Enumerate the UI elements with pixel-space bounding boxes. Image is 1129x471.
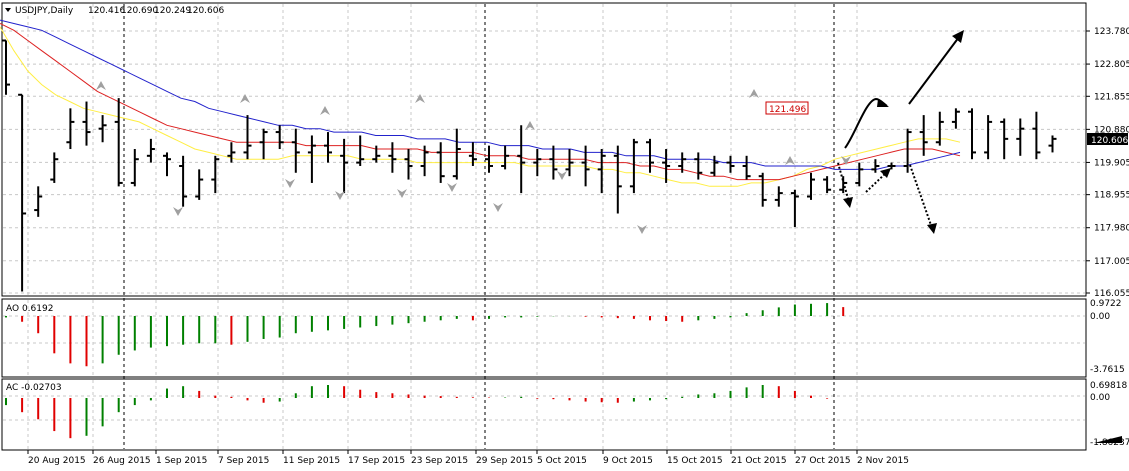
last-price-box: 120.606 (1087, 133, 1128, 146)
ao-tick-label: -3.7615 (1090, 365, 1125, 375)
x-tick-label: 20 Aug 2015 (28, 456, 86, 466)
dropdown-triangle-icon[interactable] (5, 8, 11, 12)
fractal-down-arrow (447, 183, 457, 192)
ohlc-low: 120.249 (154, 6, 191, 16)
fractal-arrows (96, 81, 851, 234)
fractal-up-arrow (415, 94, 425, 103)
ma-blue-line (0, 19, 961, 170)
x-tick-label: 9 Oct 2015 (603, 456, 653, 466)
ac-tick-label: 0.00 (1090, 393, 1110, 403)
forecast-dotted-down-2-head (927, 223, 937, 234)
x-tick-label: 15 Oct 2015 (667, 456, 723, 466)
forecast-arrows (837, 30, 964, 234)
x-tick-label: 27 Oct 2015 (795, 456, 851, 466)
forecast-arrowhead (877, 99, 889, 107)
ao-histogram (5, 303, 845, 367)
ohlc-high: 120.690 (121, 6, 158, 16)
last-price-value: 120.606 (1091, 136, 1128, 146)
annotation-box[interactable] (765, 101, 809, 115)
x-tick-label: 1 Sep 2015 (156, 456, 207, 466)
y-tick-label: 117.980 (1094, 224, 1129, 234)
ac-pane (1, 378, 1087, 451)
y-tick-label: 117.005 (1094, 257, 1129, 267)
fractal-up-arrow (96, 81, 106, 90)
y-tick-label: 119.905 (1094, 158, 1129, 168)
x-tick-label: 2 Nov 2015 (857, 456, 909, 466)
fractal-up-arrow (240, 94, 250, 103)
y-tick-label: 120.880 (1094, 125, 1129, 135)
ac-histogram (5, 385, 829, 439)
forecast-dotted-down-head (843, 197, 853, 208)
x-tick-label: 7 Sep 2015 (218, 456, 269, 466)
period-separators (123, 4, 835, 449)
x-tick-label: 29 Sep 2015 (476, 456, 533, 466)
x-tick-label: 17 Sep 2015 (348, 456, 405, 466)
ao-pane (1, 298, 1087, 378)
ac-label: AC -0.02703 (6, 383, 62, 393)
x-axis: 20 Aug 2015 26 Aug 2015 1 Sep 2015 7 Sep 20… (27, 450, 909, 466)
fractal-down-arrow (285, 179, 295, 188)
y-tick-label: 118.955 (1094, 191, 1129, 201)
x-tick-label: 5 Oct 2015 (537, 456, 587, 466)
y-axis: 123.780 122.805 121.855 120.880 119.905 118.9… (1086, 27, 1129, 448)
forecast-up-arrow (908, 32, 963, 105)
forecast-up-arrowhead (952, 30, 964, 43)
y-tick-label: 123.780 (1094, 27, 1129, 37)
fractal-down-arrow (841, 156, 851, 165)
ma-red-line (0, 23, 961, 181)
fractal-up-arrow (525, 121, 535, 130)
forecast-dotted-down (837, 162, 850, 203)
moving-averages (0, 19, 961, 187)
y-tick-label: 116.055 (1094, 289, 1129, 299)
fractal-down-arrow (493, 203, 503, 212)
fractal-down-arrow (397, 189, 407, 198)
ao-tick-label: 0.00 (1090, 312, 1110, 322)
ao-label: AO 0.6192 (6, 304, 53, 314)
ohlc-open: 120.416 (88, 6, 125, 16)
y-tick-label: 122.805 (1094, 60, 1129, 70)
annotation-label: 121.496 (769, 105, 806, 115)
x-tick-label: 23 Sep 2015 (411, 456, 468, 466)
x-tick-label: 26 Aug 2015 (93, 456, 151, 466)
price-bars (2, 39, 1057, 292)
fractal-down-arrow (335, 191, 345, 200)
x-tick-label: 11 Sep 2015 (283, 456, 340, 466)
fractal-up-arrow (749, 89, 759, 98)
forecast-dotted-up-head (880, 168, 891, 178)
ohlc-close: 120.606 (187, 6, 224, 16)
fractal-down-arrow (173, 207, 183, 216)
symbol-label: USDJPY,Daily (15, 6, 74, 16)
y-tick-label: 121.855 (1094, 92, 1129, 102)
forecast-dotted-up (865, 171, 888, 193)
fractal-down-arrow (557, 171, 567, 180)
ma-yellow-line (0, 26, 961, 187)
ac-tick-label: 0.69818 (1090, 381, 1127, 391)
fractal-up-arrow (320, 106, 330, 115)
chart-shift-icon[interactable] (1094, 436, 1122, 443)
x-tick-label: 21 Oct 2015 (731, 456, 787, 466)
fractal-down-arrow (637, 225, 647, 234)
forecast-dotted-down-2 (909, 164, 933, 229)
ao-tick-label: 0.9722 (1090, 299, 1122, 309)
fractal-up-arrow (785, 156, 795, 165)
